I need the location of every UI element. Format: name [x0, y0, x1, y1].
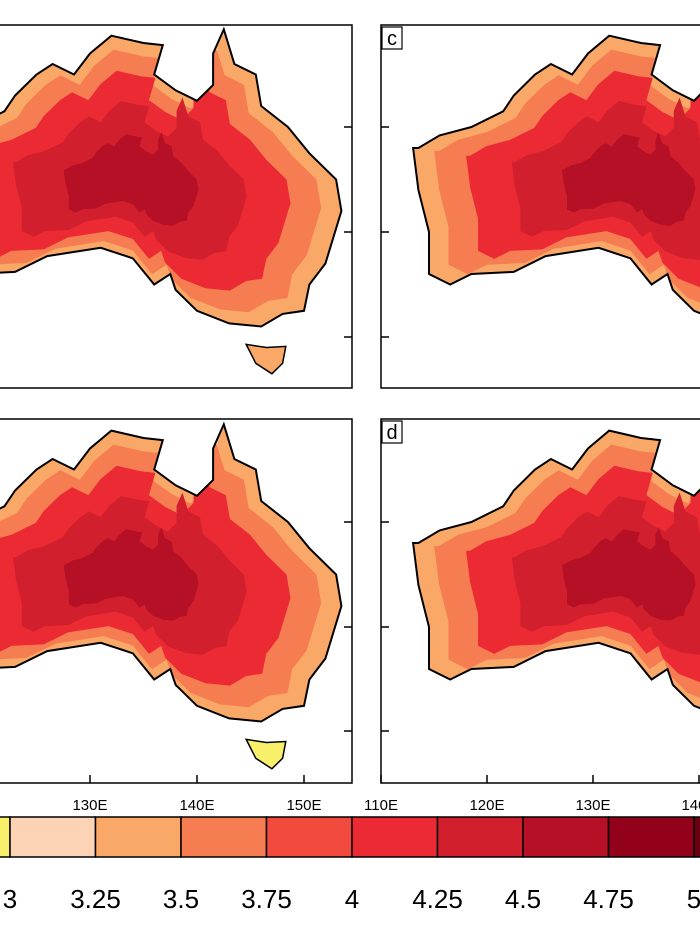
colorbar-box: [436, 816, 524, 858]
tasmania: [244, 738, 287, 770]
panel-label-box: [381, 26, 403, 50]
colorbar-label: 3: [3, 884, 17, 914]
panel-frame: [0, 418, 353, 784]
colorbar-box: [351, 816, 439, 858]
colorbar-box: [607, 816, 695, 858]
colorbar-box: [693, 816, 700, 858]
panel-frame: [380, 24, 700, 389]
map-panel: [0, 424, 342, 722]
colorbar-label: 4.5: [505, 884, 541, 914]
colorbar-box: [9, 816, 97, 858]
panel-frame: [0, 24, 353, 389]
colorbar-label: 3.25: [70, 884, 121, 914]
maps: [0, 26, 700, 770]
colorbar-label: 4: [345, 884, 359, 914]
map-panel: [0, 29, 342, 327]
colorbar-box: [180, 816, 268, 858]
field-layer: [562, 527, 696, 621]
field-layer: [63, 527, 199, 621]
colorbar-box: [522, 816, 610, 858]
field-layer: [562, 132, 696, 226]
coastline: [0, 26, 343, 328]
coastline: [411, 429, 700, 710]
x-tick-label: 110E: [364, 797, 398, 814]
x-tick-label: 120E: [0, 797, 1, 814]
field-layer: [63, 132, 199, 226]
colorbar-label: 3.5: [163, 884, 199, 914]
panel-label: d: [386, 422, 397, 444]
panel-frame: [380, 418, 700, 784]
x-tick-label: 140E: [681, 797, 700, 814]
colorbar-label: 4.75: [583, 884, 634, 914]
map-panel: [413, 424, 700, 722]
colorbar-label: 4.25: [412, 884, 463, 914]
panel-label: c: [387, 28, 397, 50]
coastline: [411, 34, 700, 315]
coastline: [0, 421, 343, 723]
x-tick-label: 120E: [469, 797, 504, 814]
colorbar-label: 3.75: [241, 884, 292, 914]
panel-label-box: [381, 420, 403, 444]
x-tick-label: 130E: [575, 797, 610, 814]
x-tick-label: 130E: [72, 797, 107, 814]
tasmania: [244, 343, 287, 375]
x-tick-label: 140E: [179, 797, 214, 814]
x-tick-label: 150E: [286, 797, 321, 814]
frames: [0, 24, 700, 784]
colorbar-box: [94, 816, 182, 858]
colorbar-label: 5: [687, 884, 700, 914]
colorbar-box: [265, 816, 353, 858]
map-panel: [413, 29, 700, 327]
colorbar-box: [0, 816, 11, 858]
